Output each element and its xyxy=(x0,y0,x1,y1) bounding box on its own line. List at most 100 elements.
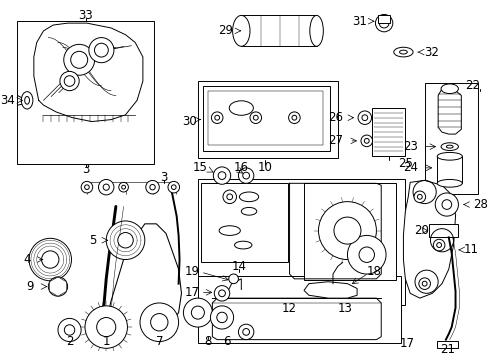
Circle shape xyxy=(413,191,425,203)
Circle shape xyxy=(191,306,204,319)
Ellipse shape xyxy=(241,207,256,215)
Circle shape xyxy=(106,221,144,260)
Text: 18: 18 xyxy=(366,265,381,278)
Polygon shape xyxy=(49,277,66,296)
Text: 1: 1 xyxy=(102,335,110,348)
Bar xyxy=(18,21,154,164)
Text: 8: 8 xyxy=(203,335,211,348)
Ellipse shape xyxy=(239,192,258,202)
Circle shape xyxy=(58,318,81,342)
Text: 26: 26 xyxy=(327,111,342,124)
Text: 21: 21 xyxy=(439,343,454,356)
Text: 12: 12 xyxy=(282,302,296,315)
Circle shape xyxy=(213,167,230,184)
Circle shape xyxy=(214,285,229,301)
Text: 25: 25 xyxy=(397,157,412,170)
Circle shape xyxy=(360,135,372,147)
Circle shape xyxy=(238,168,253,183)
Circle shape xyxy=(211,112,223,123)
Text: 34: 34 xyxy=(0,94,16,107)
Circle shape xyxy=(238,324,253,339)
Circle shape xyxy=(441,200,451,210)
Circle shape xyxy=(242,172,249,179)
Bar xyxy=(207,91,323,145)
Text: 3: 3 xyxy=(160,171,167,184)
Ellipse shape xyxy=(309,15,323,46)
Circle shape xyxy=(183,298,212,327)
Circle shape xyxy=(216,312,227,323)
Circle shape xyxy=(223,190,236,203)
Bar xyxy=(428,224,457,237)
Circle shape xyxy=(218,290,225,297)
Polygon shape xyxy=(437,89,460,134)
Text: 32: 32 xyxy=(424,46,439,59)
Text: 31: 31 xyxy=(351,15,366,28)
Polygon shape xyxy=(403,180,455,298)
Ellipse shape xyxy=(436,152,461,160)
Circle shape xyxy=(418,278,429,289)
Text: 17: 17 xyxy=(399,337,414,350)
Circle shape xyxy=(85,306,127,348)
Text: 23: 23 xyxy=(402,140,417,153)
Circle shape xyxy=(140,303,178,342)
Polygon shape xyxy=(304,282,356,298)
Text: 22: 22 xyxy=(464,79,479,93)
Ellipse shape xyxy=(399,50,407,54)
Circle shape xyxy=(228,274,238,284)
Text: 9: 9 xyxy=(26,280,34,293)
Text: 7: 7 xyxy=(155,335,163,348)
Circle shape xyxy=(417,194,421,199)
Text: 19: 19 xyxy=(184,265,200,278)
Circle shape xyxy=(436,243,441,247)
Circle shape xyxy=(29,238,71,281)
Circle shape xyxy=(63,44,95,75)
Ellipse shape xyxy=(21,92,33,109)
Circle shape xyxy=(434,193,457,216)
Bar xyxy=(424,83,477,194)
Text: 10: 10 xyxy=(258,161,272,174)
Ellipse shape xyxy=(446,145,452,148)
Text: 27: 27 xyxy=(327,134,342,147)
Ellipse shape xyxy=(393,47,412,57)
Circle shape xyxy=(48,277,67,296)
Bar xyxy=(241,15,316,46)
Polygon shape xyxy=(212,298,381,339)
Circle shape xyxy=(253,115,258,120)
Circle shape xyxy=(168,181,179,193)
Circle shape xyxy=(171,185,176,189)
Circle shape xyxy=(122,185,125,189)
Bar xyxy=(436,341,457,348)
Circle shape xyxy=(379,18,388,28)
Circle shape xyxy=(98,179,114,195)
Text: 17: 17 xyxy=(184,286,200,299)
Circle shape xyxy=(214,115,219,120)
Circle shape xyxy=(364,139,368,143)
Circle shape xyxy=(242,329,249,335)
Circle shape xyxy=(357,111,371,125)
Circle shape xyxy=(145,180,159,194)
Circle shape xyxy=(218,172,225,179)
Circle shape xyxy=(249,112,261,123)
Circle shape xyxy=(71,51,87,68)
Circle shape xyxy=(94,43,108,57)
Circle shape xyxy=(288,112,300,123)
Text: 29: 29 xyxy=(218,24,233,37)
Text: 33: 33 xyxy=(79,9,93,22)
Bar xyxy=(304,183,395,280)
Text: 2: 2 xyxy=(66,335,73,348)
Text: 4: 4 xyxy=(23,253,31,266)
Circle shape xyxy=(226,194,232,200)
Circle shape xyxy=(97,318,116,337)
Circle shape xyxy=(375,14,392,32)
Text: 11: 11 xyxy=(462,243,477,256)
Circle shape xyxy=(118,233,133,248)
Circle shape xyxy=(84,185,89,189)
Circle shape xyxy=(361,115,367,121)
Text: 5: 5 xyxy=(89,234,96,247)
Ellipse shape xyxy=(436,179,461,187)
Bar xyxy=(371,108,405,156)
Text: 20: 20 xyxy=(413,224,427,237)
Circle shape xyxy=(358,247,374,262)
Circle shape xyxy=(64,325,75,335)
Ellipse shape xyxy=(219,226,240,235)
